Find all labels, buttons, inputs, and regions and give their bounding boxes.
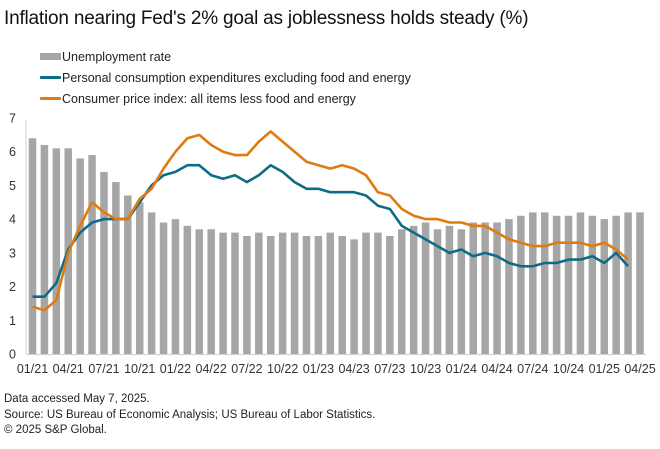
y-tick-label: 2 bbox=[9, 280, 16, 294]
unemployment-bar bbox=[457, 229, 466, 354]
unemployment-bar bbox=[517, 215, 525, 354]
unemployment-bar bbox=[135, 202, 144, 354]
y-axis-ticks: 0 1 2 3 4 5 6 7 bbox=[9, 112, 16, 362]
legend-swatch-cpi bbox=[40, 97, 61, 100]
unemployment-bar bbox=[374, 232, 382, 354]
unemployment-bar bbox=[493, 222, 501, 354]
x-tick-label: 01/24 bbox=[446, 362, 477, 376]
legend-item-cpi: Consumer price index: all items less foo… bbox=[40, 88, 411, 109]
x-tick-label: 07/22 bbox=[231, 362, 262, 376]
unemployment-bar bbox=[362, 232, 370, 354]
unemployment-bar bbox=[147, 212, 156, 354]
unemployment-bar bbox=[338, 236, 346, 354]
unemployment-bar bbox=[302, 236, 311, 354]
y-tick-label: 6 bbox=[9, 145, 16, 159]
chart-title: Inflation nearing Fed's 2% goal as joble… bbox=[4, 8, 529, 29]
legend-label-cpi: Consumer price index: all items less foo… bbox=[62, 91, 356, 106]
y-tick-label: 7 bbox=[9, 112, 16, 126]
footer-data-accessed: Data accessed May 7, 2025. bbox=[4, 393, 150, 405]
unemployment-bar bbox=[624, 212, 632, 354]
unemployment-bar bbox=[195, 229, 204, 354]
unemployment-bar bbox=[481, 222, 489, 354]
x-tick-label: 04/25 bbox=[624, 362, 655, 376]
unemployment-bar bbox=[112, 182, 120, 354]
x-tick-label: 04/23 bbox=[338, 362, 369, 376]
unemployment-bar bbox=[505, 219, 513, 354]
legend-swatch-unemployment bbox=[40, 53, 61, 60]
unemployment-bar bbox=[76, 158, 84, 354]
x-tick-label: 04/21 bbox=[53, 362, 84, 376]
unemployment-bar bbox=[88, 155, 96, 354]
unemployment-bar bbox=[207, 229, 215, 354]
legend: Unemployment rate Personal consumption e… bbox=[40, 46, 411, 109]
unemployment-bar bbox=[612, 215, 620, 354]
legend-item-pce: Personal consumption expenditures exclud… bbox=[40, 67, 411, 88]
x-tick-label: 01/21 bbox=[17, 362, 48, 376]
unemployment-bar bbox=[350, 239, 358, 354]
x-tick-label: 04/24 bbox=[481, 362, 512, 376]
x-tick-label: 07/24 bbox=[517, 362, 548, 376]
y-tick-label: 0 bbox=[9, 348, 16, 362]
cpi-line bbox=[32, 130, 629, 312]
unemployment-bar bbox=[278, 232, 287, 354]
y-tick-label: 3 bbox=[9, 246, 16, 260]
unemployment-bar bbox=[564, 215, 573, 354]
unemployment-bar bbox=[52, 148, 61, 354]
unemployment-bar bbox=[266, 236, 275, 354]
unemployment-bar bbox=[314, 236, 323, 354]
unemployment-bar bbox=[219, 232, 227, 354]
x-tick-label: 04/22 bbox=[196, 362, 227, 376]
unemployment-bar bbox=[588, 215, 597, 354]
footer-source: Source: US Bureau of Economic Analysis; … bbox=[4, 408, 376, 421]
unemployment-bar bbox=[421, 222, 430, 354]
unemployment-bars bbox=[28, 138, 644, 354]
x-tick-label: 07/23 bbox=[374, 362, 405, 376]
x-tick-label: 10/21 bbox=[124, 362, 155, 376]
unemployment-bar bbox=[409, 225, 418, 354]
unemployment-bar bbox=[326, 232, 335, 354]
unemployment-bar bbox=[636, 212, 644, 354]
unemployment-bar bbox=[445, 225, 454, 354]
unemployment-bar bbox=[171, 219, 180, 354]
unemployment-bar bbox=[243, 236, 251, 354]
legend-item-unemployment: Unemployment rate bbox=[40, 46, 411, 67]
unemployment-bar bbox=[576, 212, 585, 354]
x-tick-label: 01/25 bbox=[589, 362, 620, 376]
x-tick-label: 01/22 bbox=[160, 362, 191, 376]
unemployment-bar bbox=[159, 222, 168, 354]
y-tick-label: 5 bbox=[9, 179, 16, 193]
unemployment-bar bbox=[28, 138, 37, 354]
unemployment-bar bbox=[40, 144, 49, 354]
unemployment-bar bbox=[255, 232, 263, 354]
unemployment-bar bbox=[529, 212, 537, 354]
unemployment-bar bbox=[398, 229, 406, 354]
legend-label-pce: Personal consumption expenditures exclud… bbox=[62, 70, 411, 85]
unemployment-bar bbox=[231, 232, 239, 354]
footer-copyright: © 2025 S&P Global. bbox=[4, 424, 107, 436]
x-tick-label: 01/23 bbox=[303, 362, 334, 376]
unemployment-bar bbox=[183, 225, 192, 354]
unemployment-bar bbox=[100, 171, 108, 354]
unemployment-bar bbox=[600, 219, 609, 354]
unemployment-bar bbox=[290, 232, 299, 354]
x-tick-label: 10/23 bbox=[410, 362, 441, 376]
x-tick-label: 10/22 bbox=[267, 362, 298, 376]
footer: Data accessed May 7, 2025. Source: US Bu… bbox=[4, 392, 375, 439]
unemployment-bar bbox=[386, 236, 394, 354]
x-tick-label: 10/24 bbox=[553, 362, 584, 376]
legend-swatch-pce bbox=[40, 76, 61, 79]
unemployment-bar bbox=[433, 229, 442, 354]
x-axis-ticks: 01/21 04/21 07/21 10/21 01/22 04/22 07/22 10/22… bbox=[17, 362, 656, 376]
legend-label-unemployment: Unemployment rate bbox=[62, 49, 172, 64]
y-tick-label: 1 bbox=[9, 314, 16, 328]
y-tick-label: 4 bbox=[9, 213, 16, 227]
unemployment-bar bbox=[124, 195, 132, 354]
unemployment-bar bbox=[540, 212, 549, 354]
unemployment-bar bbox=[552, 215, 561, 354]
x-tick-label: 07/21 bbox=[88, 362, 119, 376]
unemployment-bar bbox=[469, 222, 477, 354]
